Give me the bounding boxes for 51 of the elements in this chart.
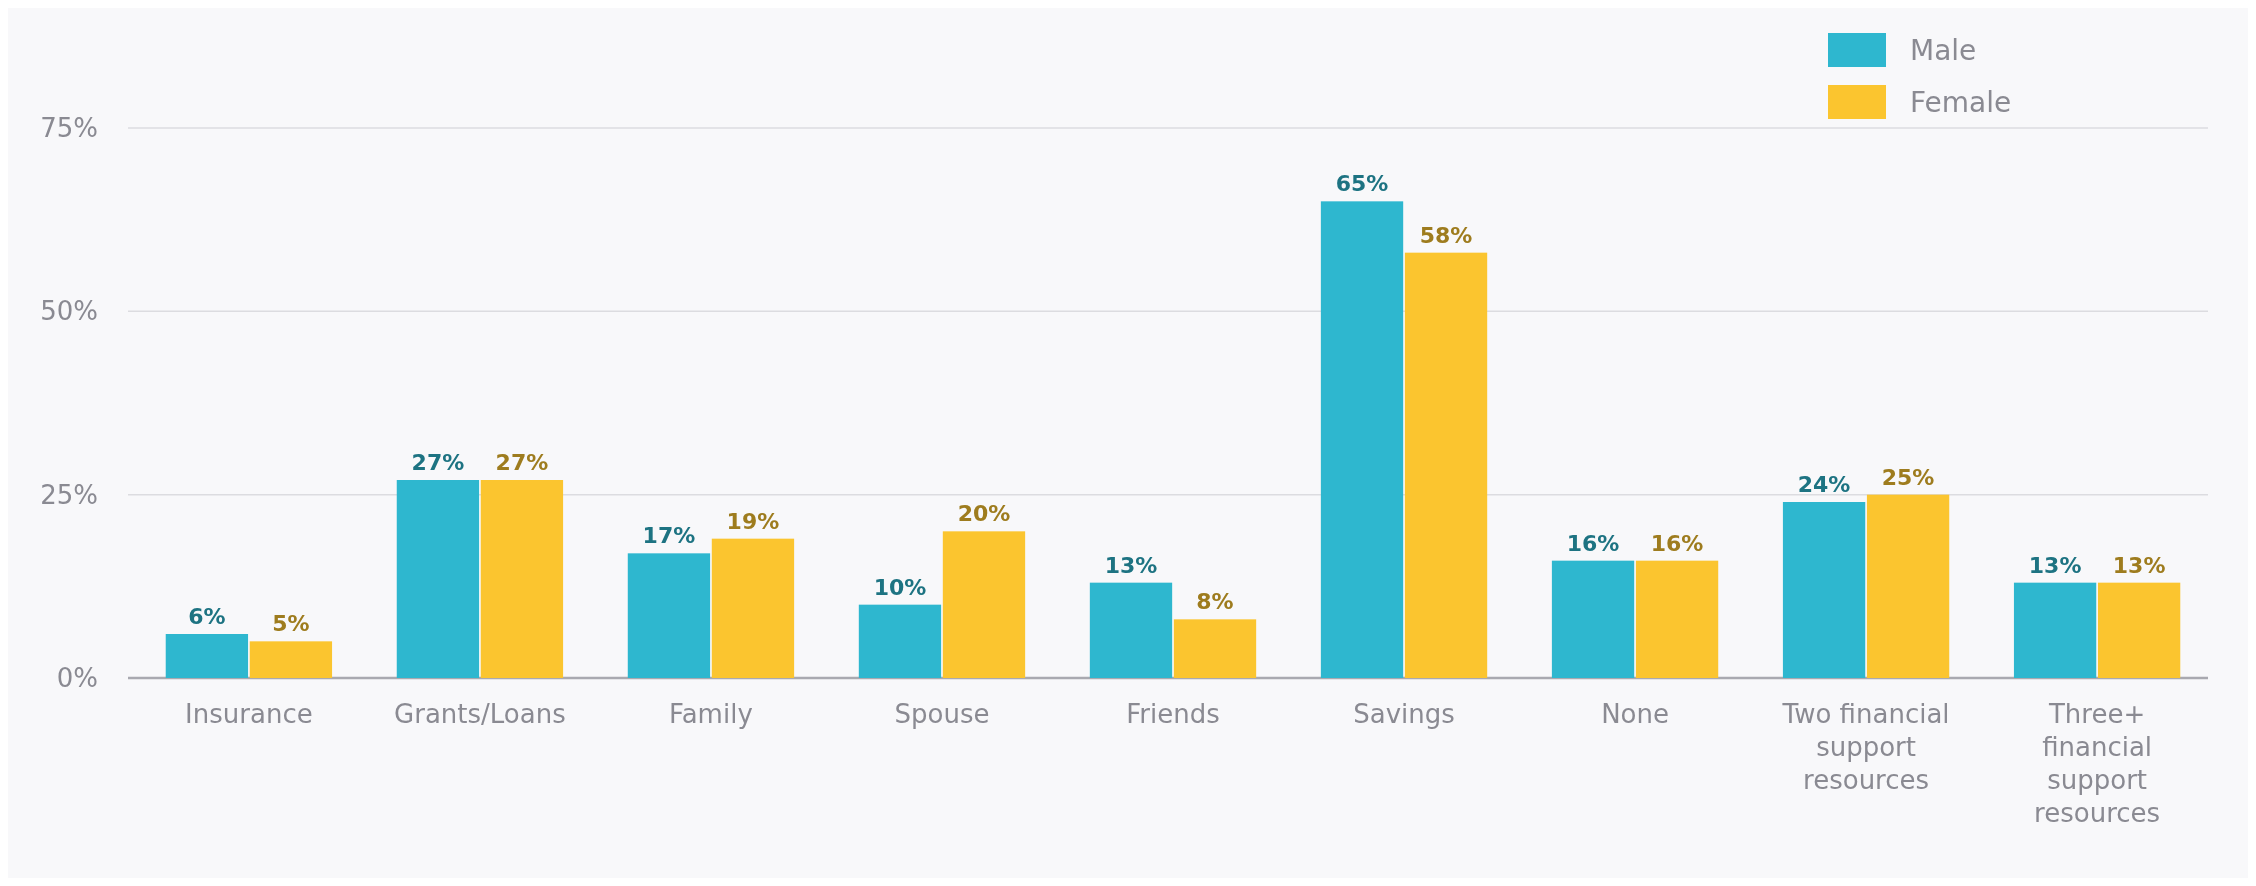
legend-label: Male <box>1910 33 1977 67</box>
data-label: 24% <box>1797 472 1851 497</box>
bar <box>858 604 942 678</box>
data-label: 10% <box>873 574 927 600</box>
bar <box>2097 582 2181 678</box>
x-tick-label: Family <box>669 699 753 729</box>
bar <box>1551 560 1635 678</box>
x-tick-label: Savings <box>1353 699 1455 729</box>
data-label: 65% <box>1335 171 1389 197</box>
bar <box>1173 619 1257 678</box>
y-tick-label: 0% <box>56 663 98 694</box>
x-tick-label: None <box>1601 699 1669 729</box>
x-tick-label: Three+ financial support resources <box>2034 699 2161 828</box>
legend-label: Female <box>1910 85 2012 119</box>
data-label: 13% <box>2112 552 2166 578</box>
data-label: 27% <box>495 450 549 475</box>
bar <box>165 634 249 678</box>
x-tick-label: Two financial support resources <box>1781 699 1950 795</box>
bar <box>1320 201 1404 678</box>
y-tick-label: 25% <box>40 479 98 510</box>
x-tick-label: Spouse <box>894 699 990 729</box>
bar <box>711 538 795 678</box>
bar <box>249 641 333 678</box>
data-label: 27% <box>411 450 465 475</box>
bar <box>1089 582 1173 678</box>
bar <box>627 553 711 678</box>
data-label: 58% <box>1419 222 1473 248</box>
x-tick-label: Insurance <box>185 699 313 729</box>
data-label: 17% <box>642 523 696 549</box>
data-label: 5% <box>272 611 310 637</box>
bar <box>2013 582 2097 678</box>
data-label: 16% <box>1566 530 1620 556</box>
bar <box>1404 252 1488 678</box>
bar <box>1866 494 1950 678</box>
bar <box>396 480 480 678</box>
bar <box>480 480 564 678</box>
data-label: 6% <box>188 604 226 629</box>
x-tick-label: Friends <box>1126 699 1220 729</box>
data-label: 13% <box>2028 552 2082 578</box>
data-label: 19% <box>726 508 780 534</box>
bar <box>1782 502 1866 678</box>
data-label: 8% <box>1196 589 1234 615</box>
bar <box>1635 560 1719 678</box>
y-tick-label: 50% <box>40 296 98 327</box>
data-label: 20% <box>957 501 1011 527</box>
data-label: 16% <box>1650 530 1704 556</box>
x-tick-label: Grants/Loans <box>394 699 566 729</box>
data-label: 13% <box>1104 552 1158 578</box>
data-label: 25% <box>1881 464 1935 490</box>
y-tick-label: 75% <box>40 113 98 144</box>
bar <box>942 531 1026 678</box>
